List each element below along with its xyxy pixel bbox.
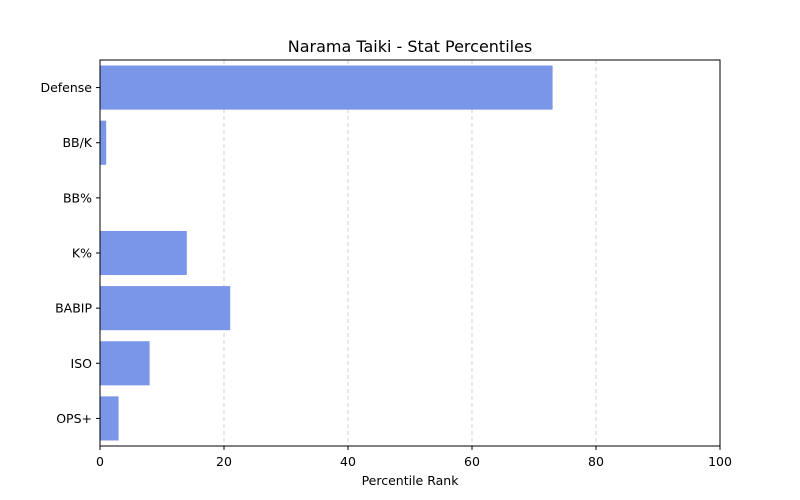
bar-bb-k xyxy=(100,120,107,165)
bar-k- xyxy=(100,230,187,276)
y-tick-label: K% xyxy=(72,246,92,261)
plot-frame xyxy=(99,59,721,447)
y-tick-label: BB/K xyxy=(62,135,92,150)
x-axis-ticks: 0 20 40 60 80 100 xyxy=(96,446,732,469)
grid-lines xyxy=(99,60,721,446)
bars xyxy=(100,65,553,441)
y-axis-ticks: Defense BB/K BB% K% BABIP ISO OPS+ xyxy=(40,80,100,426)
y-tick-label: ISO xyxy=(71,356,93,371)
y-tick-label: Defense xyxy=(40,80,92,95)
x-tick-label: 20 xyxy=(216,454,232,469)
bar-babip xyxy=(100,286,231,331)
x-tick-label: 40 xyxy=(340,454,356,469)
x-tick-label: 0 xyxy=(96,454,104,469)
y-tick-label: BB% xyxy=(63,190,92,205)
bar-defense xyxy=(100,65,553,110)
x-tick-label: 60 xyxy=(464,454,480,469)
bar-iso xyxy=(100,341,150,386)
y-tick-label: BABIP xyxy=(55,301,92,316)
x-axis-label: Percentile Rank xyxy=(362,473,460,488)
chart-title: Narama Taiki - Stat Percentiles xyxy=(288,37,533,56)
y-tick-label: OPS+ xyxy=(56,411,92,426)
bar-ops- xyxy=(100,396,119,441)
x-tick-label: 100 xyxy=(708,454,732,469)
x-tick-label: 80 xyxy=(588,454,604,469)
